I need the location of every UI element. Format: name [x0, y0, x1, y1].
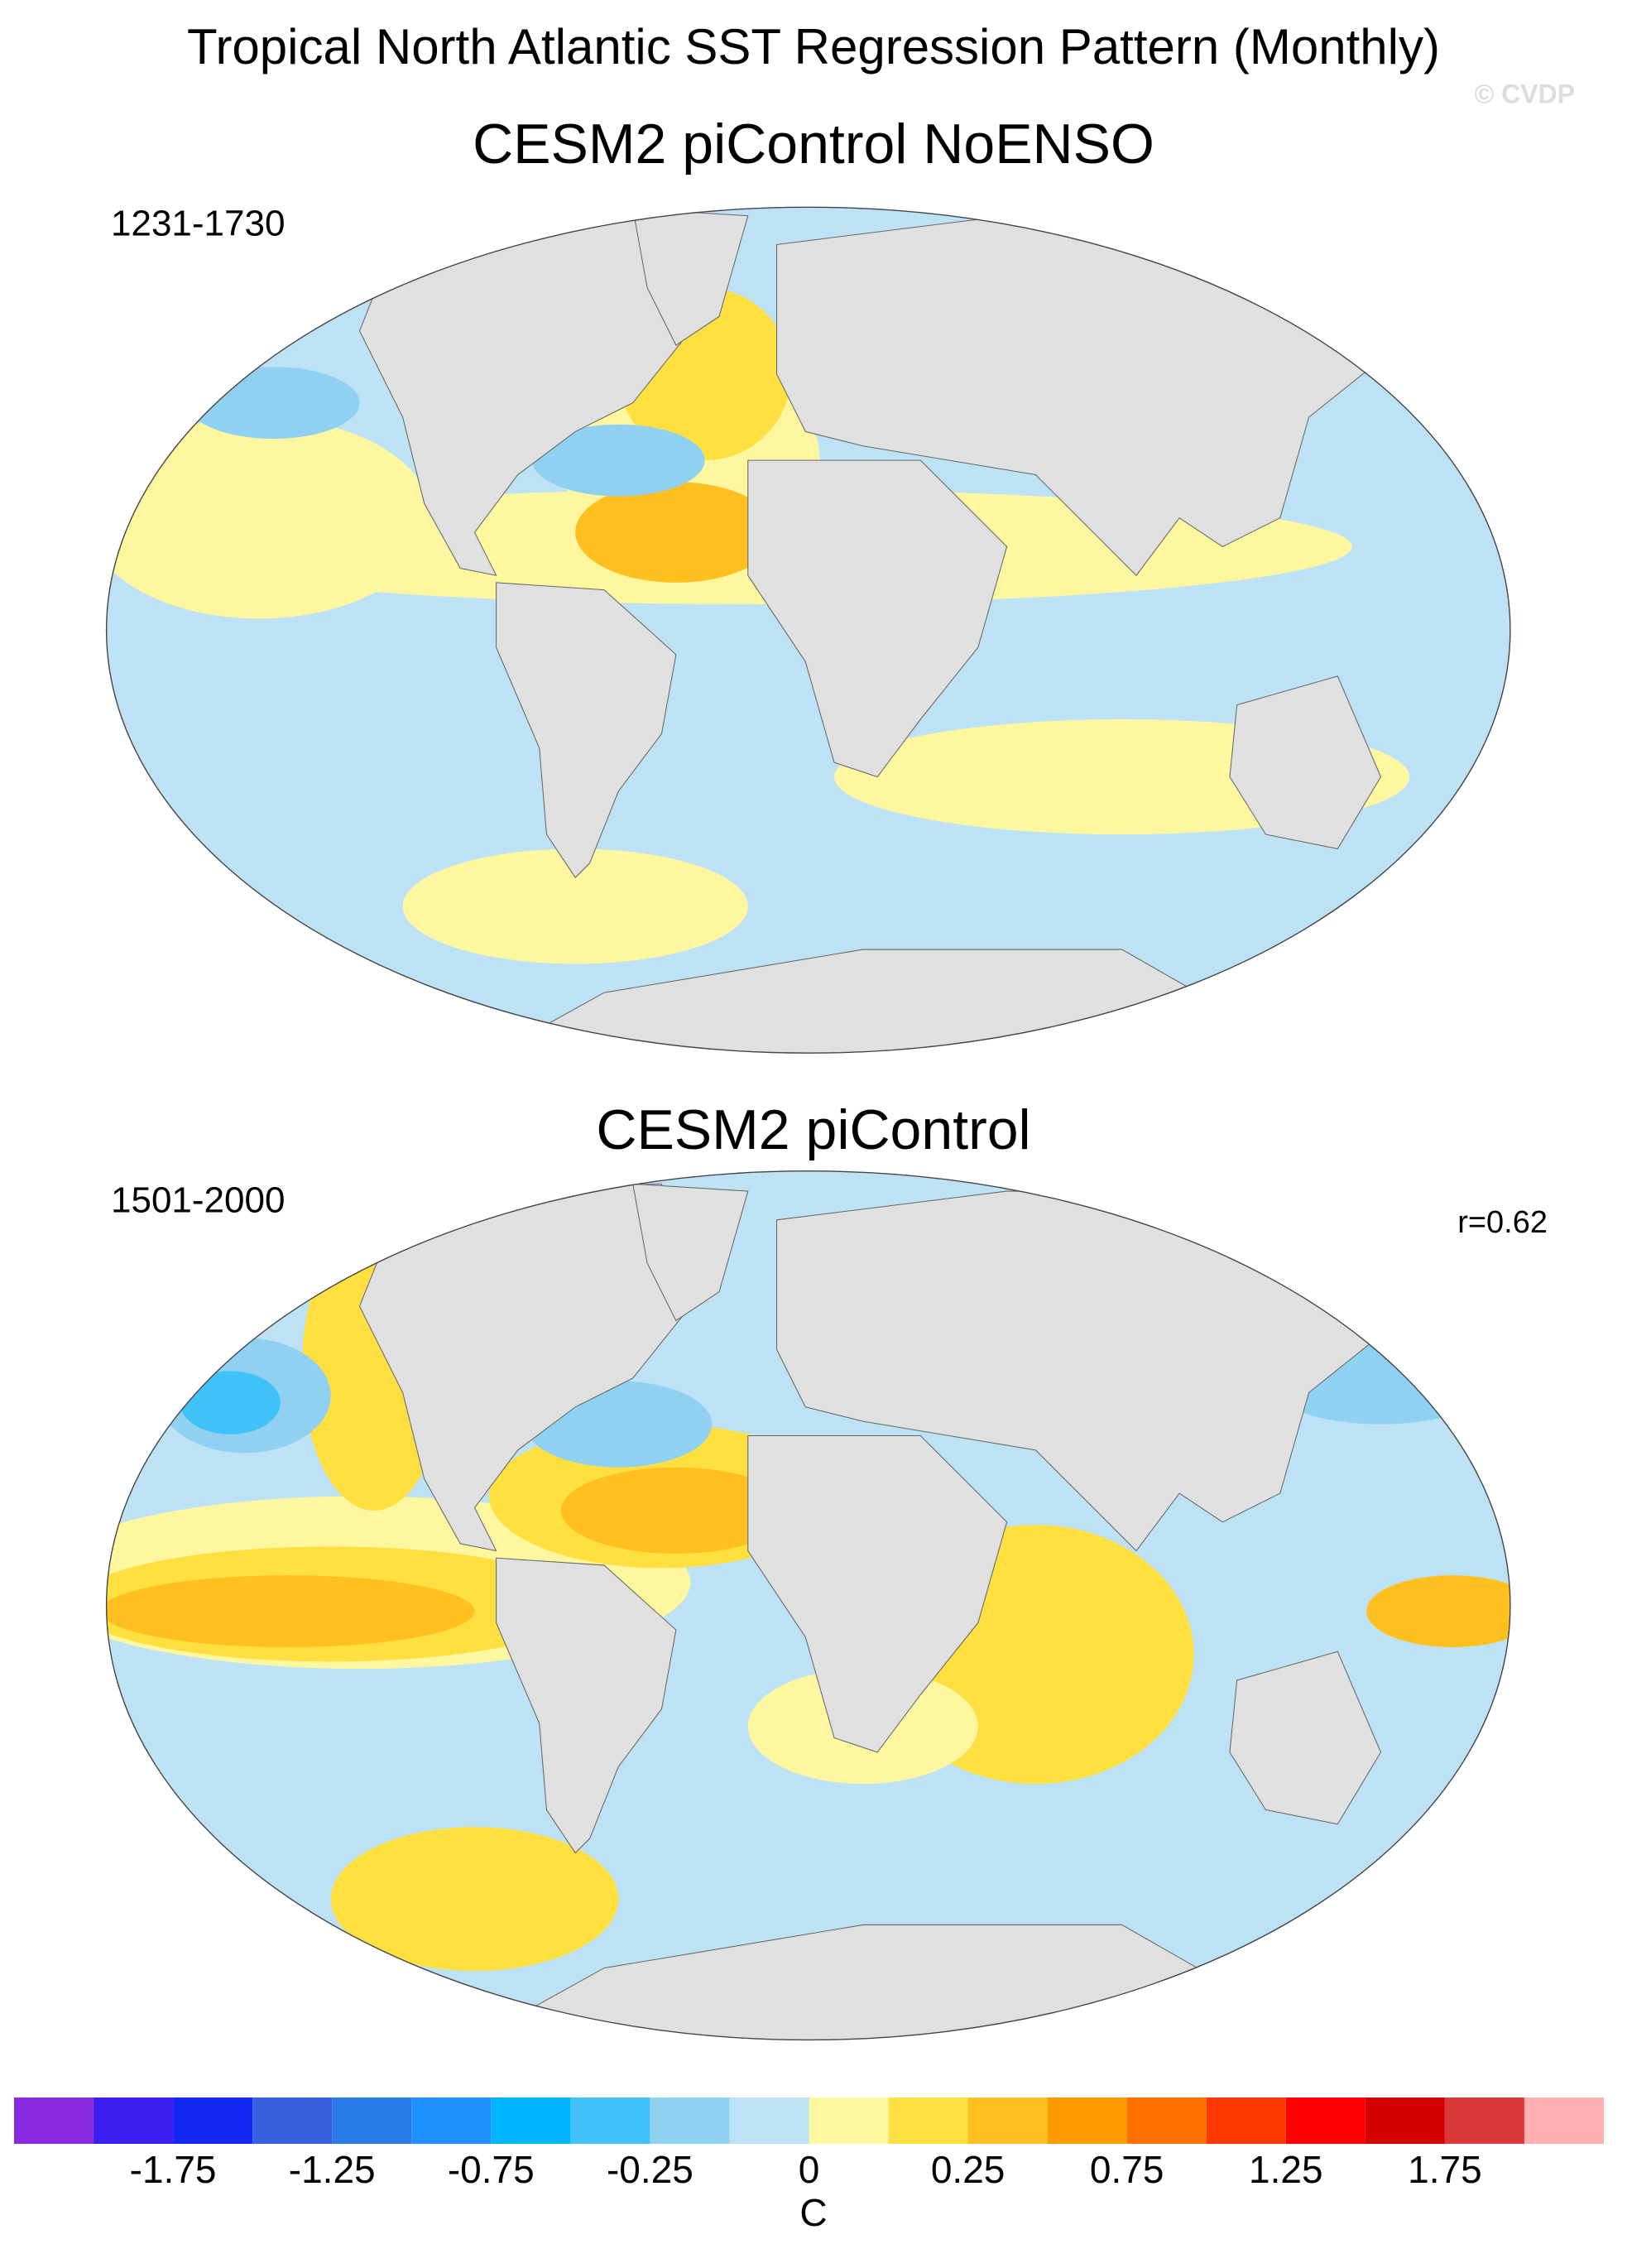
colorbar-label: -0.25	[607, 2148, 694, 2191]
colorbar-box	[1047, 2097, 1127, 2144]
colorbar-box	[411, 2097, 492, 2144]
colorbar-label: 0	[799, 2148, 820, 2191]
credit: © CVDP	[1475, 79, 1575, 108]
colorbar-box	[729, 2097, 809, 2144]
colorbar-box	[1365, 2097, 1445, 2144]
colorbar-units: C	[799, 2191, 827, 2234]
colorbar-label: -1.25	[289, 2148, 376, 2191]
colorbar-box	[14, 2097, 94, 2144]
map-panel-2	[106, 1170, 1510, 2040]
colorbar-box	[332, 2097, 412, 2144]
colorbar-box	[1524, 2097, 1604, 2144]
maps	[105, 206, 1511, 2041]
colorbar-box	[809, 2097, 889, 2144]
colorbar-box	[1444, 2097, 1524, 2144]
colorbar-label: 0.25	[931, 2148, 1005, 2191]
panel-period: 1501-2000	[111, 1180, 285, 1221]
figure-title: Tropical North Atlantic SST Regression P…	[187, 19, 1440, 74]
colorbar-box	[1126, 2097, 1207, 2144]
colorbar-label: 1.75	[1408, 2148, 1482, 2191]
colorbar-box	[967, 2097, 1048, 2144]
colorbar-label: -0.75	[448, 2148, 535, 2191]
colorbar-box	[252, 2097, 333, 2144]
colorbar-box	[1285, 2097, 1365, 2144]
colorbar-label: 1.25	[1249, 2148, 1323, 2191]
map-panel-1	[106, 207, 1510, 1054]
colorbar-box	[570, 2097, 650, 2144]
colorbar-box	[1206, 2097, 1286, 2144]
colorbar-label: 0.75	[1090, 2148, 1164, 2191]
panel-title: CESM2 piControl	[596, 1098, 1030, 1161]
colorbar-box	[650, 2097, 730, 2144]
colorbar-box	[94, 2097, 174, 2144]
panel-title: CESM2 piControl NoENSO	[473, 113, 1154, 175]
colorbar-box	[173, 2097, 253, 2144]
pattern-correlation: r=0.62	[1457, 1205, 1548, 1240]
colorbar-box	[888, 2097, 968, 2144]
panel-period: 1231-1730	[111, 204, 285, 244]
colorbar-box	[491, 2097, 571, 2144]
colorbar-label: -1.75	[130, 2148, 217, 2191]
colorbar: -1.75 -1.25 -0.75 -0.25 0 0.25 0.75 1.25 1.75	[14, 2097, 1604, 2191]
